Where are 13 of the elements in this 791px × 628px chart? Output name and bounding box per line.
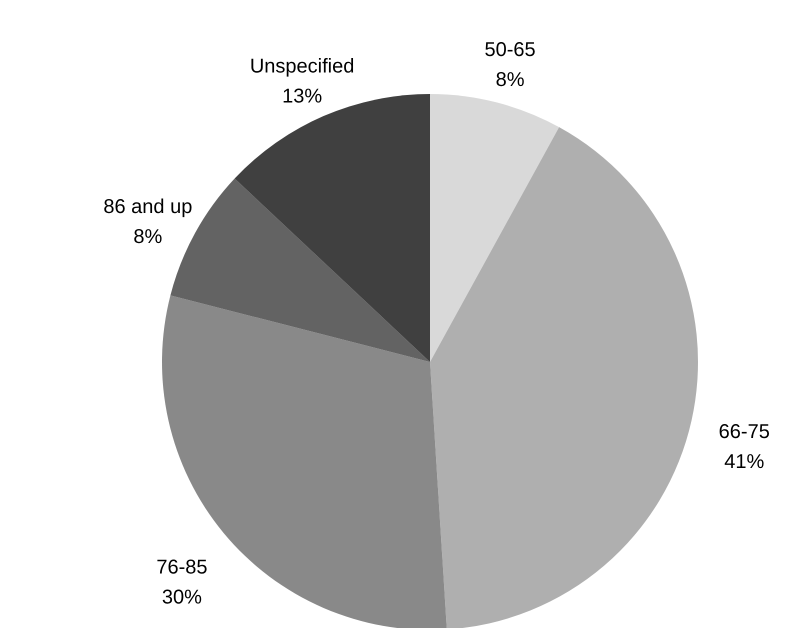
data-label: 41% — [724, 451, 764, 474]
slice-label: 86 and up — [103, 196, 192, 218]
slice-label: 76-85 — [156, 556, 208, 578]
data-label: 8% — [133, 226, 162, 248]
data-label: 8% — [496, 69, 525, 92]
pie-slice — [170, 178, 430, 362]
slice-label: Unspecified — [250, 55, 354, 78]
data-label: 13% — [282, 85, 322, 108]
slice-label: 50-65 — [484, 39, 536, 62]
slice-label: 66-75 — [718, 421, 770, 444]
pie-slice — [430, 94, 560, 362]
pie-slice — [430, 127, 698, 628]
data-label: 30% — [162, 586, 202, 608]
